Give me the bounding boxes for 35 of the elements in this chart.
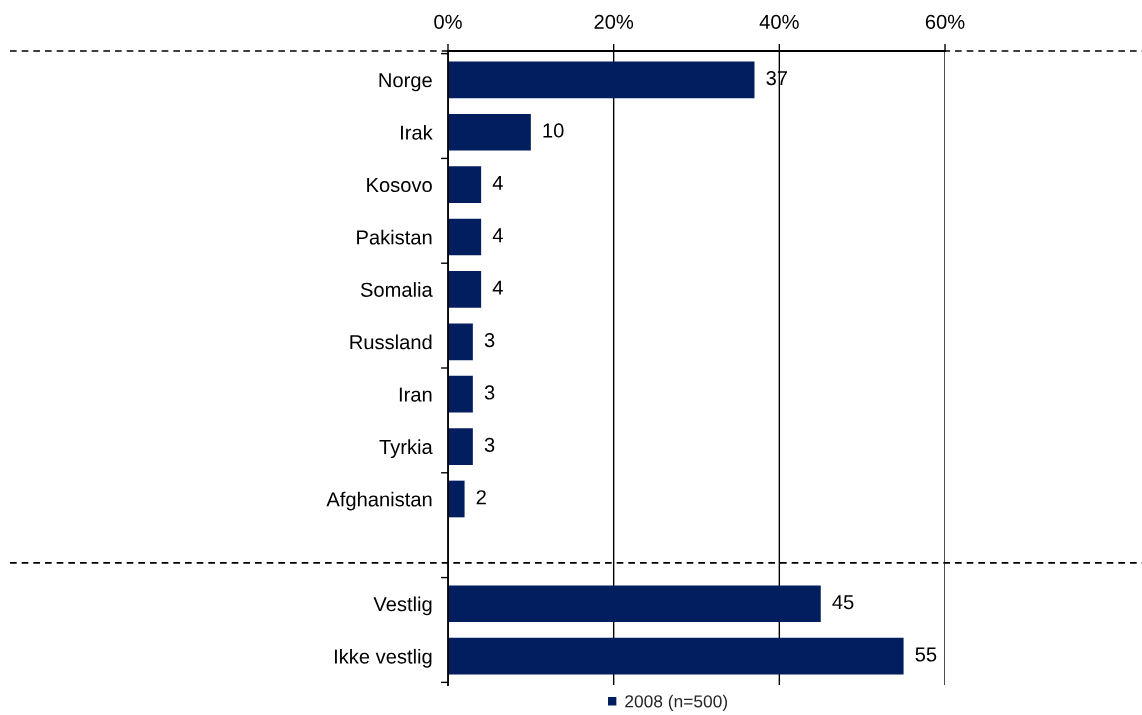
y-tick-label: Irak: [401, 124, 433, 140]
bar: [448, 323, 473, 361]
y-tick-label: Somalia: [360, 282, 433, 297]
data-label: 3: [484, 385, 495, 400]
y-tick-label: Tyrkia: [379, 439, 433, 459]
data-label: 10: [543, 123, 564, 138]
bar: [448, 218, 482, 256]
bar: [448, 271, 482, 308]
y-tick-label: Ikke vestlig: [334, 648, 432, 668]
bar: [448, 428, 473, 465]
y-tick-label: Afghanistan: [326, 491, 432, 511]
x-tick-label: 0%: [434, 14, 462, 29]
y-tick-label: Vestlig: [373, 596, 432, 616]
data-label: 45: [832, 595, 854, 610]
x-tick-label: 40%: [759, 14, 799, 29]
bar: [448, 113, 531, 151]
data-label: 4: [492, 280, 503, 295]
data-label: 3: [484, 437, 495, 452]
y-tick-label: Kosovo: [367, 178, 432, 193]
bar: [448, 166, 482, 203]
data-label: 3: [484, 332, 495, 348]
data-label: 4: [492, 175, 503, 190]
x-tick-label: 60%: [925, 14, 965, 29]
bar: [448, 375, 473, 413]
legend-label: 2008 (n=500): [625, 694, 728, 711]
y-tick-label: Pakistan: [357, 229, 432, 245]
y-tick-label: Iran: [399, 387, 432, 402]
bar: [448, 480, 465, 518]
data-label: 55: [915, 647, 937, 662]
x-tick-label: 20%: [594, 14, 634, 29]
data-label: 4: [492, 228, 503, 243]
y-tick-label: Norge: [379, 73, 432, 92]
y-tick-label: Russland: [350, 334, 432, 350]
bar: [448, 61, 755, 99]
data-label: 2: [476, 490, 486, 505]
